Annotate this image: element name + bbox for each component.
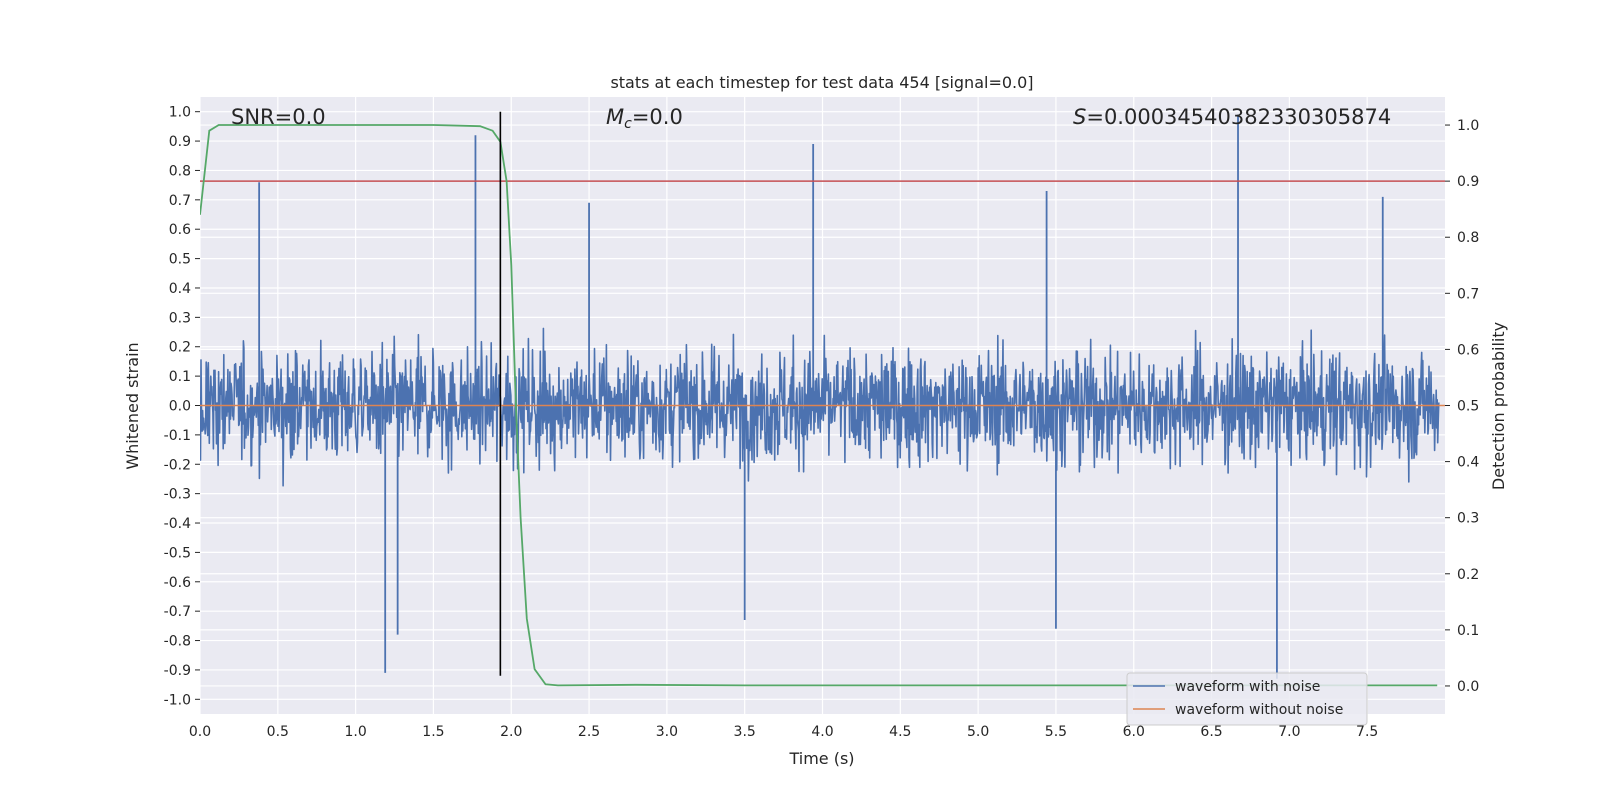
x-tick-label: 5.0 <box>967 724 989 740</box>
y-tick-label: 0.1 <box>169 369 191 385</box>
legend: waveform with noise waveform without noi… <box>1126 672 1368 726</box>
y-tick-label: -0.8 <box>164 634 191 650</box>
s-annotation: S=0.00034540382330305874 <box>1073 105 1391 129</box>
y2-tick-label: 0.0 <box>1457 679 1479 695</box>
x-tick-label: 7.0 <box>1278 724 1300 740</box>
y-tick-label: -1.0 <box>164 692 191 708</box>
y2-tick-label: 0.9 <box>1457 174 1479 190</box>
mc-subscript: c <box>624 116 632 132</box>
y2-tick-label: 0.3 <box>1457 511 1479 527</box>
y-tick-label: 1.0 <box>169 105 191 121</box>
mc-annotation: Mc=0.0 <box>606 105 683 132</box>
y-axis-title: Whitened strain <box>123 342 142 469</box>
x-axis: 0.0 0.5 1.0 1.5 2.0 2.5 3.0 3.5 4.0 4.5 5.0 5.5 6.0 6… <box>189 724 1378 740</box>
series-waveform-with-noise <box>200 327 1440 487</box>
legend-label-with-noise: waveform with noise <box>1175 679 1320 695</box>
x-tick-label: 0.5 <box>267 724 289 740</box>
y2-tick-label: 0.6 <box>1457 342 1479 358</box>
y-tick-label: 0.9 <box>169 134 191 150</box>
x-tick-label: 5.5 <box>1045 724 1067 740</box>
y2-tick-label: 1.0 <box>1457 118 1479 134</box>
y-tick-label: 0.5 <box>169 252 191 268</box>
series-detection-probability <box>200 124 1438 687</box>
y-tick-label: 0.4 <box>169 281 191 297</box>
mc-value: =0.0 <box>632 105 683 129</box>
y-tick-label: -0.6 <box>164 575 191 591</box>
y-tick-label: 0.2 <box>169 340 191 356</box>
y-tick-label: -0.4 <box>164 516 191 532</box>
x-tick-label: 1.5 <box>422 724 444 740</box>
y-tick-label: 0.0 <box>169 399 191 415</box>
y-tick-label: -0.1 <box>164 428 191 444</box>
y-axis-left: -1.0 -0.9 -0.8 -0.7 -0.6 -0.5 -0.4 -0.3 -0.2 -0.1… <box>164 105 200 708</box>
y-tick-label: 0.7 <box>169 193 191 209</box>
y-tick-label: -0.2 <box>164 457 191 473</box>
s-symbol: S <box>1073 105 1086 129</box>
y2-tick-label: 0.5 <box>1457 399 1479 415</box>
legend-box <box>1126 672 1368 726</box>
y-tick-label: -0.7 <box>164 604 191 620</box>
y2-tick-label: 0.1 <box>1457 623 1479 639</box>
x-tick-label: 3.5 <box>734 724 756 740</box>
y-tick-label: 0.3 <box>169 310 191 326</box>
y-tick-label: -0.3 <box>164 487 191 503</box>
snr-annotation: SNR=0.0 <box>231 105 326 129</box>
y2-tick-label: 0.8 <box>1457 230 1479 246</box>
y-tick-label: -0.9 <box>164 663 191 679</box>
x-tick-label: 0.0 <box>189 724 211 740</box>
x-tick-label: 6.5 <box>1200 724 1222 740</box>
x-tick-label: 4.0 <box>811 724 833 740</box>
x-tick-label: 6.0 <box>1123 724 1145 740</box>
y-tick-label: 0.6 <box>169 222 191 238</box>
y2-tick-label: 0.4 <box>1457 455 1479 471</box>
y2-tick-label: 0.7 <box>1457 286 1479 302</box>
x-tick-label: 7.5 <box>1356 724 1378 740</box>
x-tick-label: 2.5 <box>578 724 600 740</box>
x-tick-label: 3.0 <box>656 724 678 740</box>
s-value: =0.00034540382330305874 <box>1086 105 1391 129</box>
y-axis-right: 0.0 0.1 0.2 0.3 0.4 0.5 0.6 0.7 0.8 0.9 1.0 <box>1445 118 1479 695</box>
y2-tick-label: 0.2 <box>1457 567 1479 583</box>
legend-label-without-noise: waveform without noise <box>1175 702 1343 718</box>
y-tick-label: 0.8 <box>169 163 191 179</box>
mc-symbol: M <box>606 105 624 129</box>
chart-title: stats at each timestep for test data 454… <box>610 73 1033 92</box>
x-tick-label: 1.0 <box>344 724 366 740</box>
plot-area <box>200 111 1445 687</box>
x-tick-label: 4.5 <box>889 724 911 740</box>
x-axis-title: Time (s) <box>788 749 854 768</box>
y2-axis-title: Detection probability <box>1489 322 1508 490</box>
x-tick-label: 2.0 <box>500 724 522 740</box>
y-tick-label: -0.5 <box>164 545 191 561</box>
